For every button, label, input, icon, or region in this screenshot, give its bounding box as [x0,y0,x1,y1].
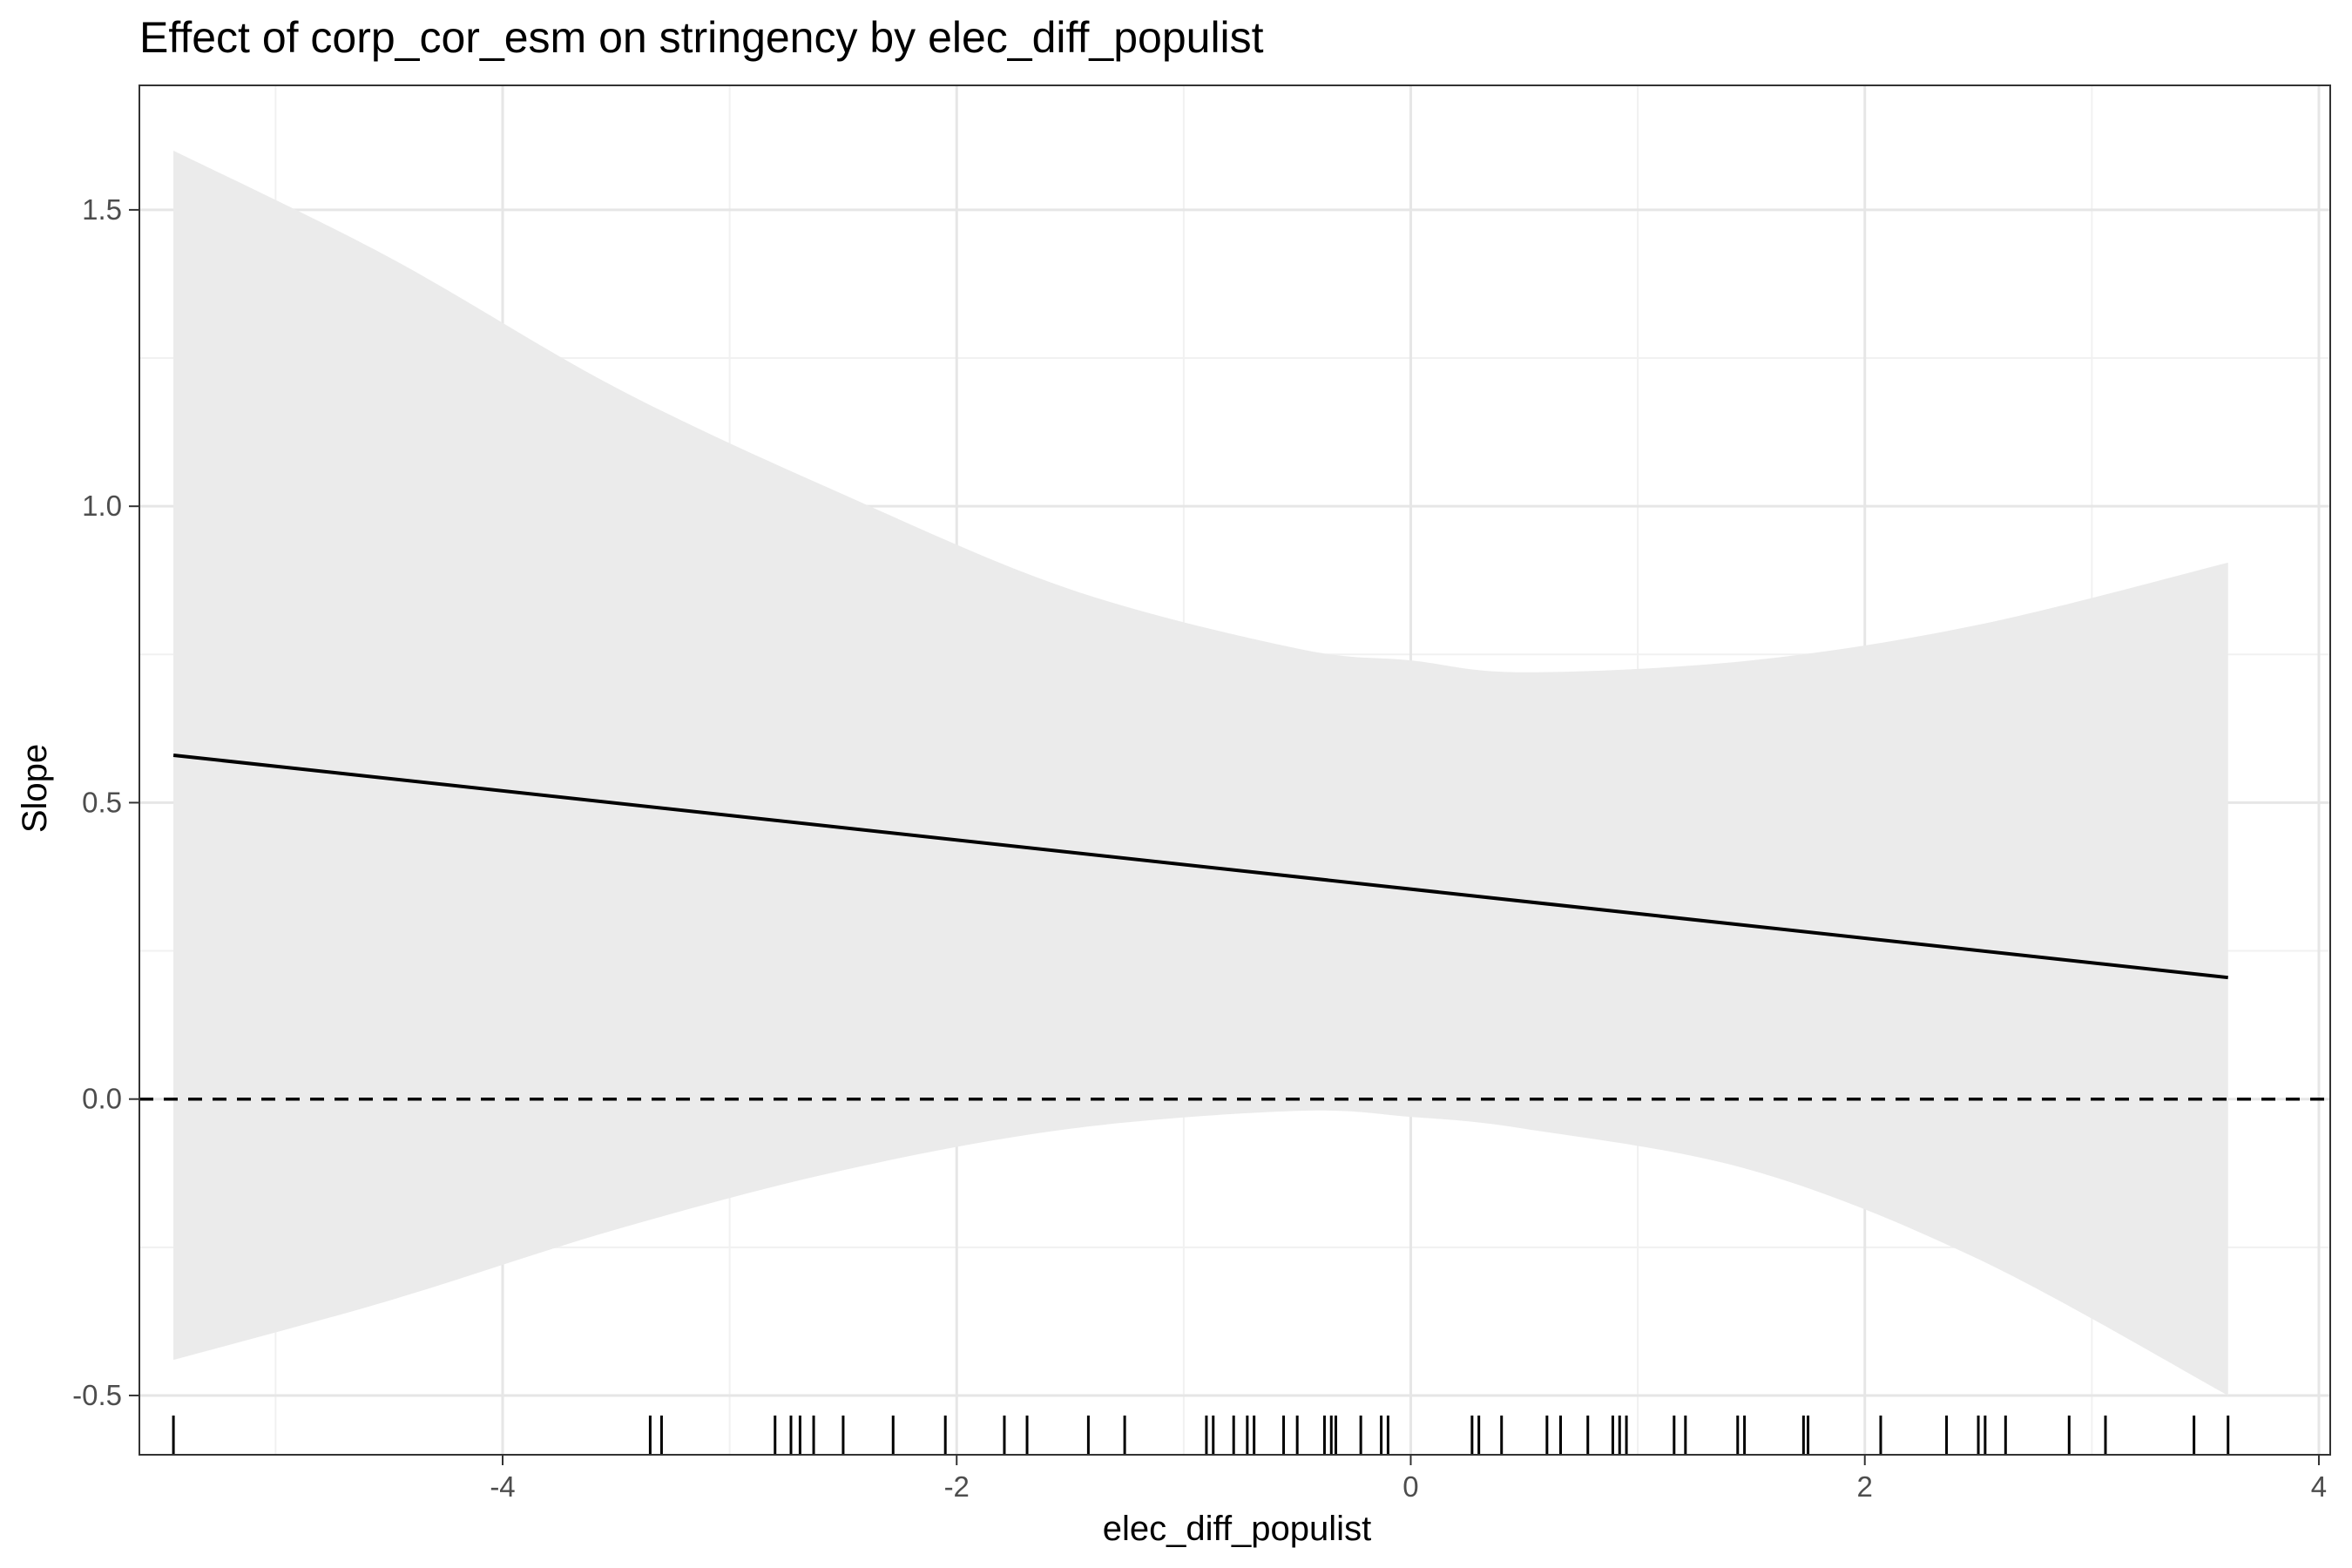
y-axis-ticks: -0.5 0.0 0.5 1.0 1.5 [72,193,139,1411]
slope-line [172,753,2228,980]
rug-layer [172,1416,2230,1455]
y-tick-label: 1.5 [82,193,122,226]
y-tick-label: 0.5 [82,786,122,818]
x-axis-ticks: -4 -2 0 2 4 [490,1455,2327,1503]
y-axis-title: Slope [16,744,54,833]
x-tick-label: -4 [490,1470,515,1503]
plot-border [139,84,2331,1456]
confidence-band-layer [173,150,2228,1396]
y-tick-label: 0.0 [82,1083,122,1115]
x-axis-title: elec_diff_populist [1103,1510,1371,1548]
confidence-band [173,150,2228,1396]
x-tick-label: 2 [1857,1470,1873,1503]
x-tick-label: -2 [944,1470,970,1503]
x-tick-label: 4 [2311,1470,2327,1503]
x-tick-label: 0 [1402,1470,1418,1503]
slope-line-layer [139,753,2330,1101]
y-tick-label: 1.0 [82,490,122,522]
chart-title: Effect of corp_cor_esm on stringency by … [139,13,1264,62]
y-tick-label: -0.5 [72,1379,122,1411]
